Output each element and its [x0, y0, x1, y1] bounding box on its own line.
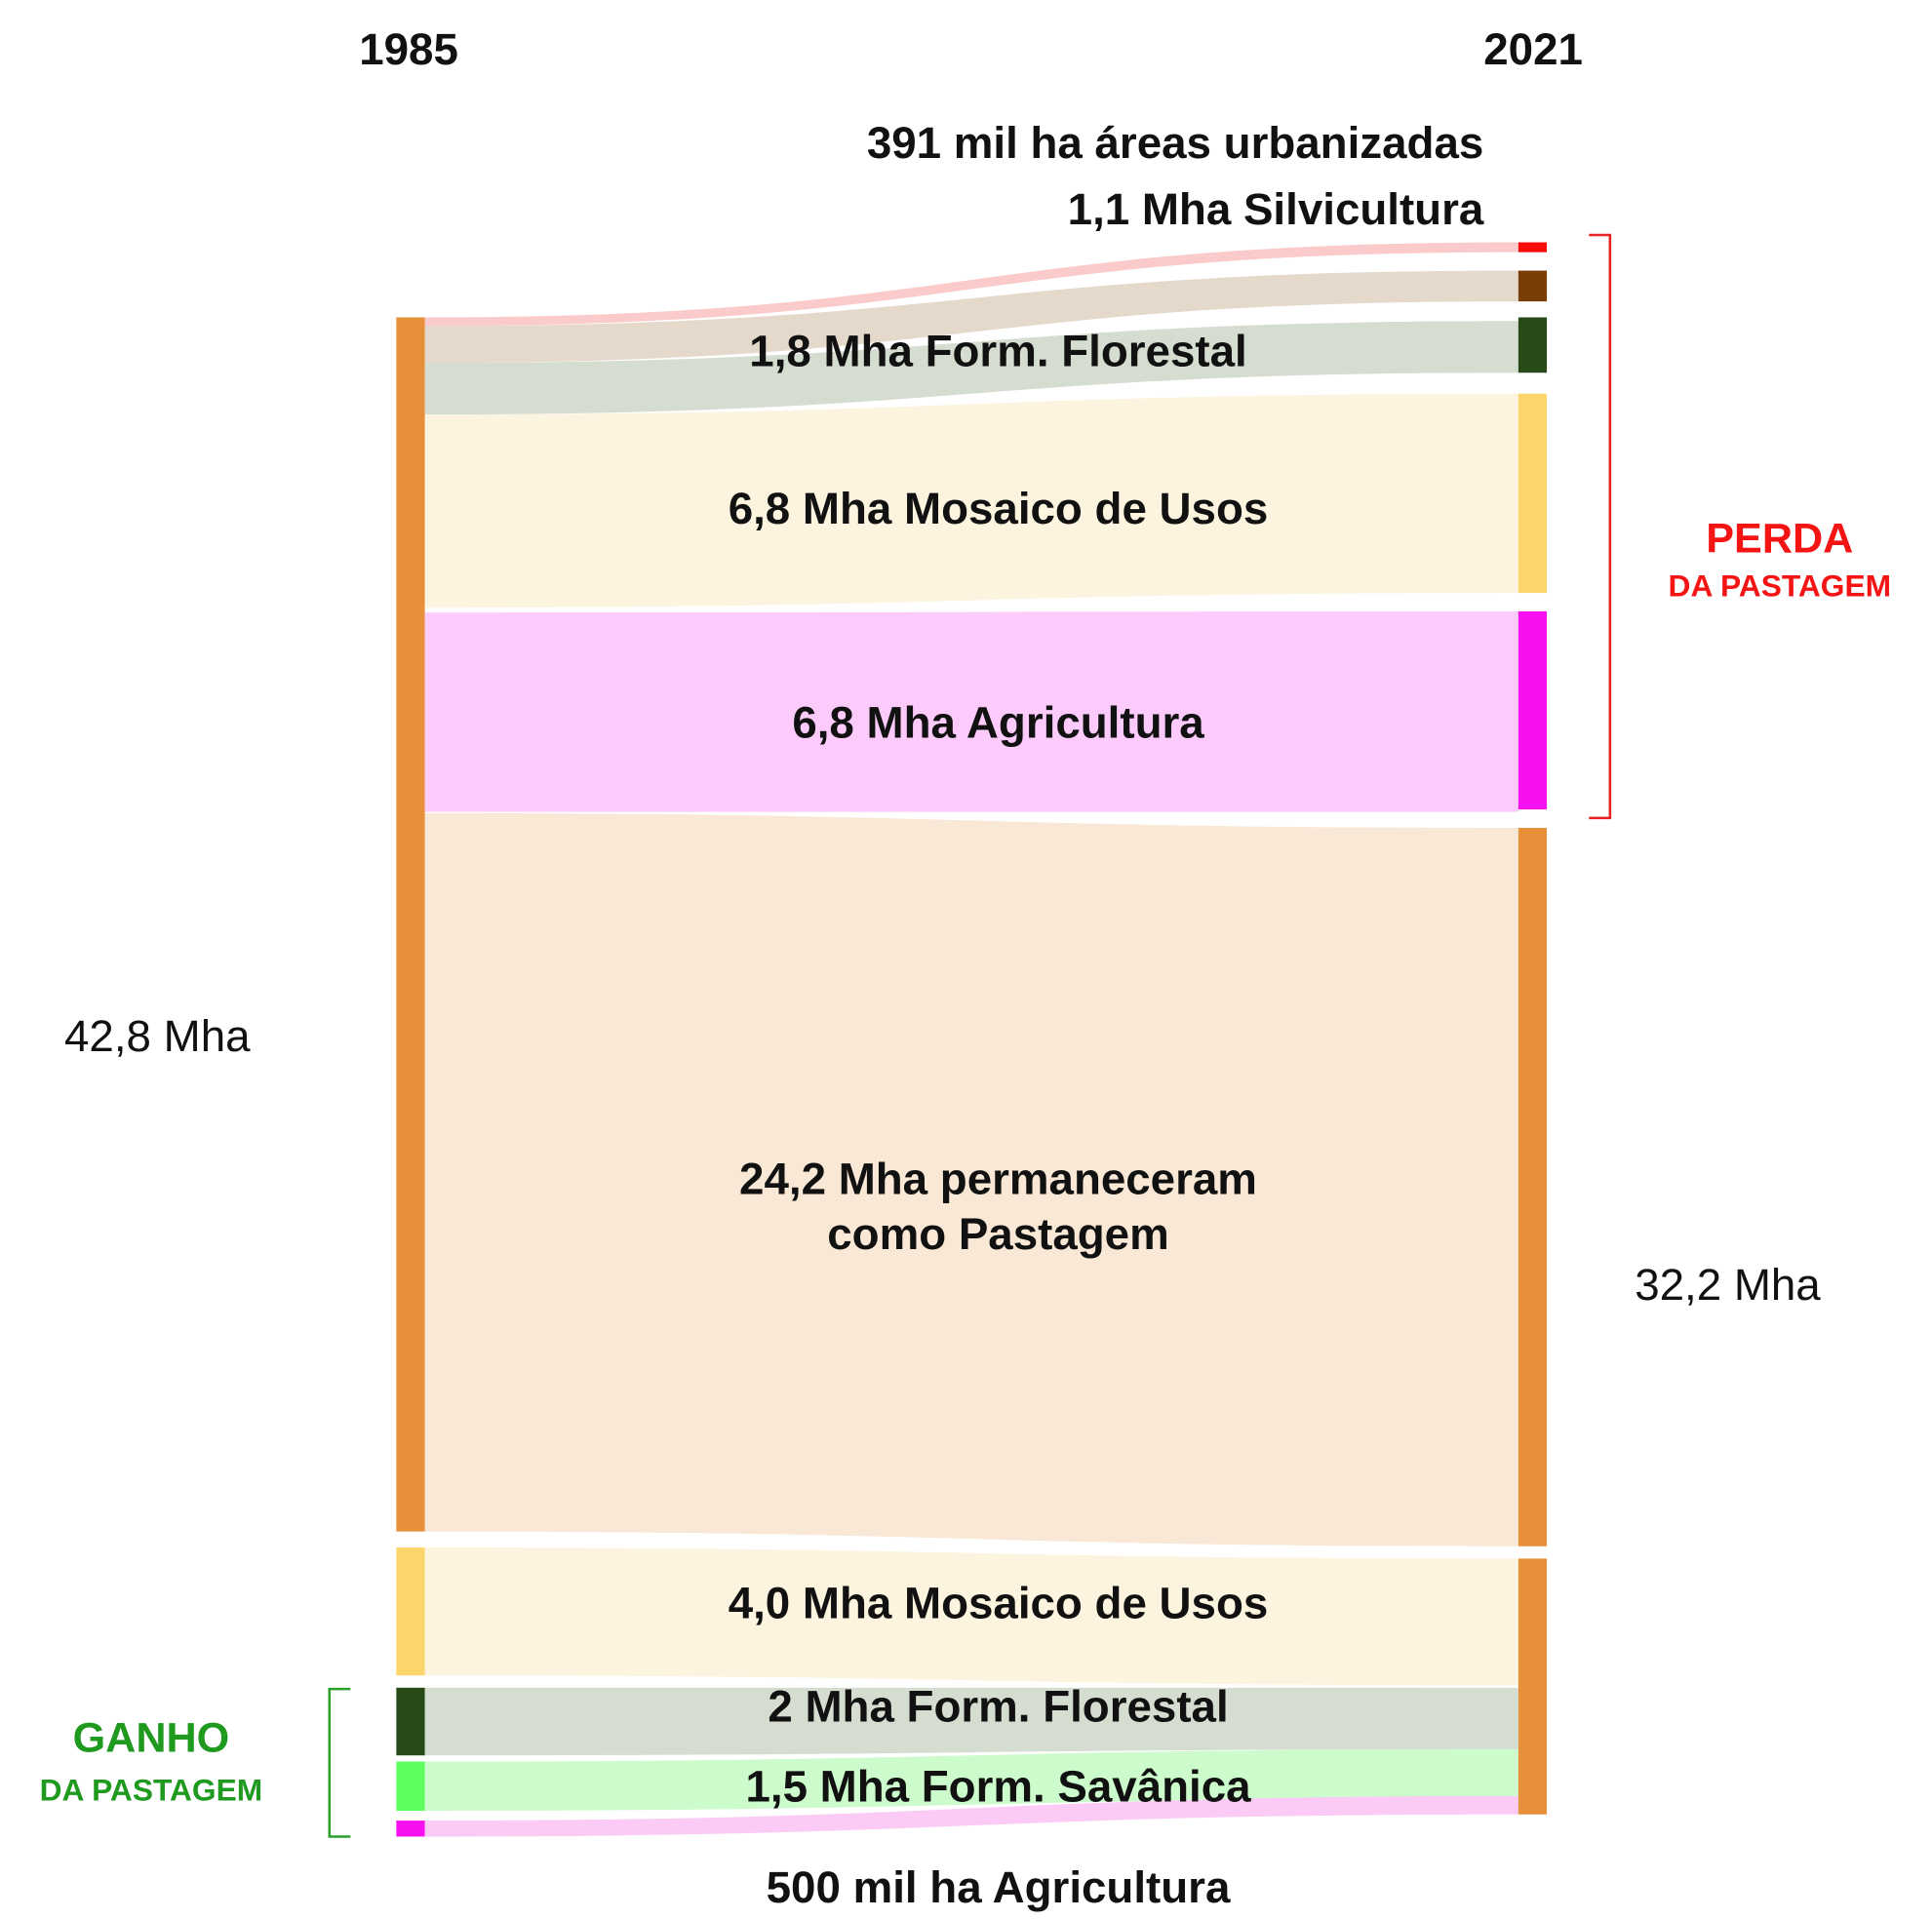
node [396, 317, 425, 1532]
node [396, 1547, 425, 1676]
flow-label: 1,1 Mha Silvicultura [1068, 184, 1484, 234]
node [1518, 393, 1548, 594]
node [396, 1761, 425, 1811]
flow-label: 1,5 Mha Form. Savânica [745, 1762, 1251, 1812]
year-left: 1985 [359, 24, 458, 74]
flow-ribbon [424, 270, 1518, 364]
node [396, 1821, 425, 1837]
flows [424, 242, 1518, 1837]
flow-label: 1,8 Mha Form. Florestal [749, 326, 1246, 375]
node [1518, 1558, 1548, 1815]
flow-label: 391 mil ha áreas urbanizadas [867, 118, 1483, 168]
gain-title: GANHO [73, 1715, 230, 1762]
node [396, 1687, 425, 1756]
loss-bracket [1589, 233, 1612, 820]
flow-ribbon [424, 812, 1518, 1547]
flow-ribbon [424, 1547, 1518, 1686]
flow-ribbon [424, 1748, 1518, 1811]
node [1518, 317, 1548, 373]
node [1518, 270, 1548, 302]
flow-ribbon [424, 393, 1518, 608]
flow-ribbon [424, 610, 1518, 812]
node [1518, 610, 1548, 810]
gain-subtitle: DA PASTAGEM [40, 1772, 263, 1807]
flow-label: 500 mil ha Agricultura [767, 1862, 1231, 1912]
flow-label: 6,8 Mha Mosaico de Usos [729, 484, 1269, 533]
flow-ribbon [424, 1795, 1518, 1837]
nodes [396, 242, 1548, 1837]
total-left: 42,8 Mha [64, 1011, 251, 1061]
year-right: 2021 [1483, 24, 1583, 74]
node [1518, 242, 1548, 253]
flow-ribbon [424, 1687, 1518, 1756]
flow-label: 6,8 Mha Agricultura [792, 697, 1204, 747]
loss-title: PERDA [1706, 516, 1853, 563]
flow-label: 24,2 Mha permaneceram [739, 1154, 1257, 1203]
flow-label: 2 Mha Form. Florestal [768, 1682, 1228, 1732]
node [1518, 828, 1548, 1547]
total-right: 32,2 Mha [1635, 1260, 1821, 1310]
flow-ribbon [424, 321, 1518, 415]
gain-bracket [328, 1687, 351, 1838]
loss-subtitle: DA PASTAGEM [1669, 568, 1892, 603]
flow-ribbon [424, 242, 1518, 327]
flow-label: 4,0 Mha Mosaico de Usos [729, 1579, 1269, 1628]
flow-label: como Pastagem [827, 1209, 1168, 1259]
